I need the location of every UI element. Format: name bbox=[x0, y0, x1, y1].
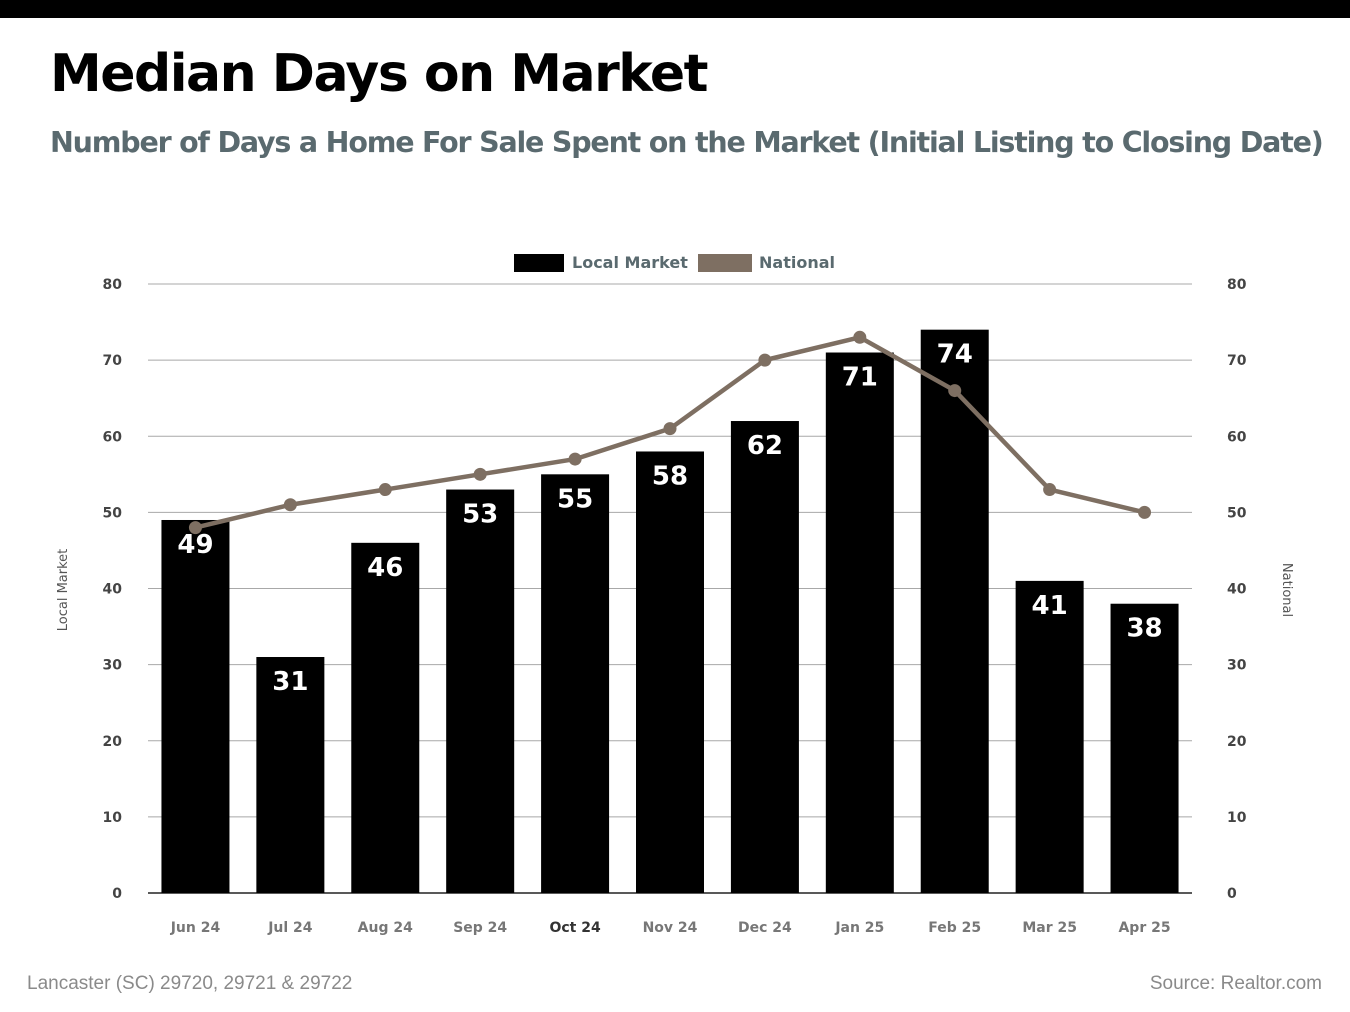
bar-data-label: 62 bbox=[747, 431, 783, 461]
legend-swatch-national bbox=[698, 254, 752, 272]
bar-data-label: 31 bbox=[272, 667, 308, 697]
x-tick-label: Feb 25 bbox=[928, 920, 981, 936]
area-note: Lancaster (SC) 29720, 29721 & 29722 bbox=[27, 973, 353, 994]
bar-data-label: 55 bbox=[557, 484, 593, 514]
median-days-chart: 49 31 46 53 55 58 62 71 74 41 38 0 10 20 30 40 50 60 70 80… bbox=[56, 253, 1294, 936]
national-point bbox=[948, 384, 962, 398]
bar bbox=[161, 519, 230, 893]
legend-label-national: National bbox=[759, 253, 835, 272]
y-tick-label-left: 40 bbox=[103, 582, 123, 598]
y-tick-label-right: 0 bbox=[1227, 886, 1237, 902]
y-axis-right: 0 10 20 30 40 50 60 70 80 bbox=[1227, 277, 1247, 902]
top-bar bbox=[0, 0, 1350, 18]
x-axis: Jun 24 Jul 24 Aug 24 Sep 24 Oct 24 Nov 24 Dec … bbox=[170, 920, 1171, 936]
y-tick-label-right: 20 bbox=[1227, 734, 1247, 750]
bar bbox=[1015, 580, 1084, 893]
x-tick-label: Dec 24 bbox=[738, 920, 792, 936]
y-tick-label-left: 70 bbox=[103, 353, 123, 369]
bar bbox=[351, 542, 420, 893]
bar-data-label: 38 bbox=[1126, 614, 1162, 644]
y-tick-label-right: 50 bbox=[1227, 505, 1247, 521]
bar-data-label: 53 bbox=[462, 500, 498, 530]
y-tick-label-right: 60 bbox=[1227, 429, 1247, 445]
y-tick-label-left: 80 bbox=[103, 277, 123, 293]
national-point bbox=[473, 467, 487, 481]
y-tick-label-left: 50 bbox=[103, 505, 123, 521]
bar bbox=[256, 657, 325, 893]
line-series-national bbox=[188, 330, 1152, 535]
legend-label-local: Local Market bbox=[572, 253, 688, 272]
bar-data-label: 74 bbox=[937, 340, 973, 370]
y-tick-label-left: 60 bbox=[103, 429, 123, 445]
x-tick-label: Jun 24 bbox=[170, 920, 221, 936]
bar bbox=[920, 329, 989, 893]
national-point bbox=[663, 422, 677, 436]
source-note: Source: Realtor.com bbox=[1149, 973, 1322, 994]
y-tick-label-right: 10 bbox=[1227, 810, 1247, 826]
bar-data-label: 58 bbox=[652, 461, 688, 491]
y-tick-label-left: 10 bbox=[103, 810, 123, 826]
national-point bbox=[853, 330, 867, 344]
national-point bbox=[568, 452, 582, 466]
bar bbox=[730, 421, 799, 893]
national-point bbox=[1138, 505, 1152, 519]
y-axis-label-right: National bbox=[1279, 563, 1294, 617]
x-tick-label: Mar 25 bbox=[1022, 920, 1077, 936]
x-tick-label: Oct 24 bbox=[549, 920, 601, 936]
x-tick-label: Jan 25 bbox=[834, 920, 884, 936]
y-tick-label-left: 20 bbox=[103, 734, 123, 750]
y-tick-label-right: 40 bbox=[1227, 582, 1247, 598]
bar bbox=[446, 489, 515, 893]
chart-subtitle: Number of Days a Home For Sale Spent on … bbox=[50, 126, 1324, 159]
national-point bbox=[188, 521, 202, 535]
bar-series-local-market bbox=[161, 329, 1179, 893]
legend: Local Market National bbox=[514, 253, 835, 272]
x-tick-label: Jul 24 bbox=[267, 920, 313, 936]
bar-data-label: 46 bbox=[367, 553, 403, 583]
x-tick-label: Sep 24 bbox=[453, 920, 507, 936]
y-tick-label-left: 0 bbox=[112, 886, 122, 902]
national-point bbox=[378, 483, 392, 497]
national-point bbox=[283, 498, 297, 512]
chart-title: Median Days on Market bbox=[50, 44, 709, 104]
national-point bbox=[758, 353, 772, 367]
national-point bbox=[1043, 483, 1057, 497]
y-tick-label-left: 30 bbox=[103, 658, 123, 674]
x-tick-label: Apr 25 bbox=[1118, 920, 1170, 936]
bar-data-label: 71 bbox=[842, 363, 878, 393]
x-tick-label: Nov 24 bbox=[643, 920, 698, 936]
bar-data-labels: 49 31 46 53 55 58 62 71 74 41 38 bbox=[177, 340, 1162, 697]
bar bbox=[825, 352, 894, 893]
legend-swatch-local bbox=[514, 254, 564, 272]
bar-data-label: 49 bbox=[177, 530, 213, 560]
bar-data-label: 41 bbox=[1032, 591, 1068, 621]
y-tick-label-right: 80 bbox=[1227, 277, 1247, 293]
x-tick-label: Aug 24 bbox=[358, 920, 413, 936]
y-axis-label-left: Local Market bbox=[56, 549, 71, 632]
bar bbox=[1110, 603, 1179, 893]
y-tick-label-right: 70 bbox=[1227, 353, 1247, 369]
bar bbox=[541, 474, 610, 893]
y-tick-label-right: 30 bbox=[1227, 658, 1247, 674]
bar bbox=[636, 451, 704, 893]
y-axis-left: 0 10 20 30 40 50 60 70 80 bbox=[103, 277, 123, 902]
